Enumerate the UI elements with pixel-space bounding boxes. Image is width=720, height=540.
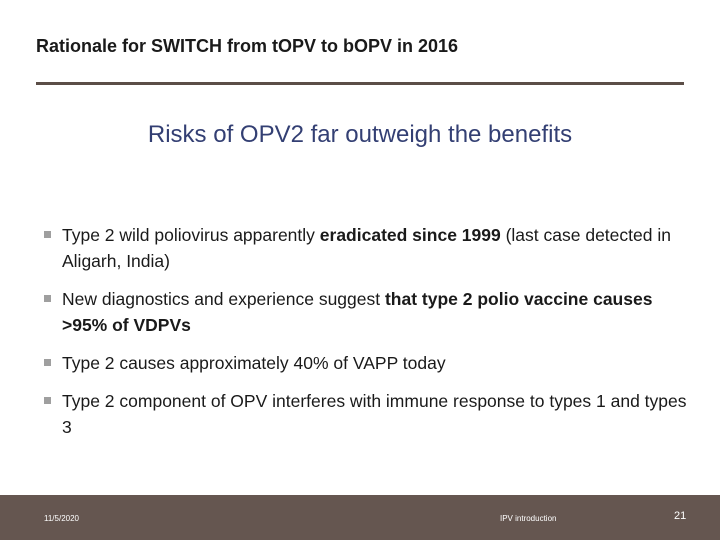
bullet-text-bold: eradicated since 1999 [319,225,501,245]
bullet-text: Type 2 causes approximately 40% of VAPP … [62,353,446,373]
slide-subtitle: Risks of OPV2 far outweigh the benefits [147,121,573,148]
bullet-item: Type 2 wild poliovirus apparently eradic… [44,222,694,274]
bullet-item: Type 2 causes approximately 40% of VAPP … [44,350,694,376]
slide-footer: 11/5/2020 IPV introduction 21 [0,495,720,540]
bullet-text-bold: that type 2 polio vaccine causes >95% of… [62,289,653,335]
bullet-list: Type 2 wild poliovirus apparently eradic… [44,222,694,440]
bullet-text: Type 2 wild poliovirus apparently [62,225,320,245]
bullet-item: Type 2 component of OPV interferes with … [44,388,694,440]
square-bullet-icon [44,359,51,366]
square-bullet-icon [44,295,51,302]
footer-presentation-name: IPV introduction [500,514,557,523]
slide-number: 21 [674,510,687,522]
bullet-text: (last case detected in Aligarh, India) [62,225,671,271]
square-bullet-icon [44,231,51,238]
bullet-text: Type 2 component of OPV interferes with … [62,391,687,437]
bullet-text: New diagnostics and experience suggest [62,289,385,309]
footer-date: 11/5/2020 [44,514,79,523]
slide-title: Rationale for SWITCH from tOPV to bOPV i… [36,36,459,56]
square-bullet-icon [44,397,51,404]
bullet-item: New diagnostics and experience suggest t… [44,286,694,338]
title-divider [36,82,684,85]
